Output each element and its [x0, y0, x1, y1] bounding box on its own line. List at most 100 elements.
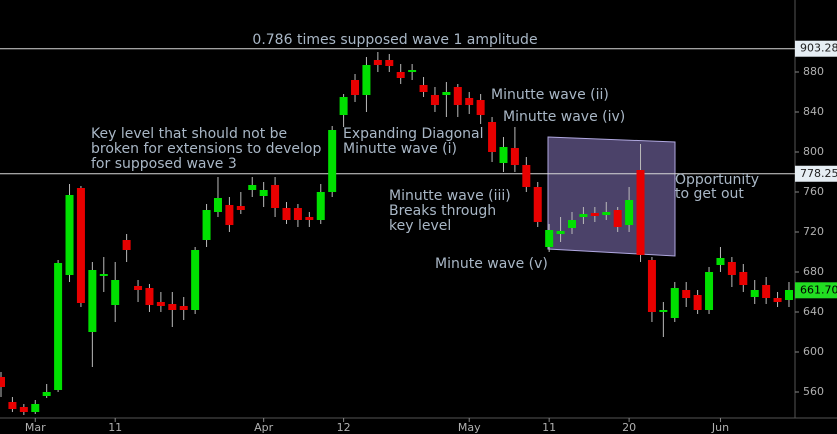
- candle-body: [305, 217, 314, 220]
- candle-body: [362, 65, 371, 95]
- candle-body: [636, 170, 645, 255]
- annotation: Minutte wave (ii): [491, 87, 609, 103]
- candle-body: [271, 185, 280, 208]
- candle-body: [476, 100, 485, 115]
- candle-body: [579, 214, 588, 217]
- candle-body: [556, 231, 565, 234]
- annotation: Expanding Diagonal: [343, 126, 484, 142]
- candle-body: [465, 98, 474, 105]
- annotation: Key level that should not be: [91, 126, 287, 142]
- candle-body: [134, 286, 143, 290]
- annotation: broken for extensions to develop: [91, 141, 321, 157]
- candle-body: [179, 306, 188, 310]
- candle-body: [705, 272, 714, 310]
- annotation: Minute wave (v): [435, 256, 548, 272]
- x-tick-label: 11: [108, 421, 122, 434]
- candle-body: [248, 185, 257, 190]
- candle-body: [99, 274, 108, 276]
- candle-body: [727, 262, 736, 275]
- x-tick-label: May: [458, 421, 481, 434]
- candle-body: [625, 200, 634, 225]
- candle-body: [19, 407, 28, 412]
- y-tick-label: 680: [803, 265, 824, 278]
- candle-body: [430, 95, 439, 105]
- candle-body: [453, 87, 462, 105]
- candle-body: [54, 263, 63, 390]
- y-tick-label: 600: [803, 345, 824, 358]
- x-tick-label: Mar: [25, 421, 46, 434]
- annotation: key level: [389, 218, 451, 234]
- annotation: Minutte wave (i): [343, 141, 457, 157]
- candle-body: [213, 198, 222, 212]
- candle-body: [488, 122, 497, 152]
- price-label-box: [795, 40, 837, 57]
- x-tick-label: 20: [622, 421, 636, 434]
- candle-body: [773, 298, 782, 302]
- candle-body: [8, 402, 17, 409]
- candle-body: [259, 190, 268, 196]
- candle-body: [545, 230, 554, 247]
- candle-body: [693, 295, 702, 310]
- price-label: 778.25: [800, 167, 837, 180]
- annotation: 0.786 times supposed wave 1 amplitude: [252, 32, 537, 48]
- candle-body: [202, 210, 211, 240]
- y-tick-label: 840: [803, 105, 824, 118]
- candle-body: [122, 240, 131, 250]
- x-tick-label: 11: [542, 421, 556, 434]
- candle-body: [328, 130, 337, 192]
- candle-body: [739, 272, 748, 285]
- candle-body: [647, 260, 656, 312]
- candle-body: [602, 212, 611, 215]
- y-tick-label: 800: [803, 145, 824, 158]
- candle-body: [750, 290, 759, 297]
- candle-body: [225, 205, 234, 225]
- candle-body: [408, 70, 417, 72]
- y-tick-label: 880: [803, 65, 824, 78]
- candle-body: [111, 280, 120, 305]
- candle-body: [282, 208, 291, 220]
- price-label: 903.28: [800, 42, 837, 55]
- candle-body: [316, 192, 325, 220]
- x-tick-label: Jun: [711, 421, 729, 434]
- candle-body: [670, 288, 679, 318]
- annotation: Minutte wave (iv): [503, 109, 625, 125]
- candle-body: [659, 310, 668, 312]
- candle-body: [168, 304, 177, 310]
- x-tick-label: 12: [337, 421, 351, 434]
- y-tick-label: 560: [803, 385, 824, 398]
- candle-body: [339, 97, 348, 115]
- last-price-label: 661.70: [800, 283, 837, 296]
- candle-body: [236, 206, 245, 210]
- price-label-box: [795, 165, 837, 182]
- candle-body: [499, 147, 508, 163]
- candle-body: [762, 285, 771, 298]
- candle-body: [351, 80, 360, 95]
- candle-body: [522, 165, 531, 187]
- annotation: Minutte wave (iii): [389, 188, 511, 204]
- annotation: Opportunity: [675, 172, 759, 188]
- candle-body: [0, 377, 5, 387]
- candle-body: [784, 290, 793, 300]
- y-tick-label: 640: [803, 305, 824, 318]
- last-price-box: [795, 282, 837, 299]
- x-tick-label: Apr: [254, 421, 274, 434]
- candle-body: [88, 270, 97, 332]
- candle-body: [373, 60, 382, 65]
- annotation: for supposed wave 3: [91, 156, 237, 172]
- candle-body: [191, 250, 200, 310]
- annotation: Breaks through: [389, 203, 496, 219]
- candle-body: [156, 302, 165, 306]
- y-tick-label: 720: [803, 225, 824, 238]
- channel-box: [547, 136, 676, 257]
- candle-body: [42, 392, 51, 396]
- candle-body: [396, 72, 405, 78]
- candle-body: [613, 210, 622, 227]
- annotation: to get out: [675, 186, 744, 202]
- candle-body: [145, 288, 154, 305]
- candle-body: [31, 404, 40, 412]
- candle-body: [510, 148, 519, 165]
- candle-body: [568, 220, 576, 228]
- y-tick-label: 760: [803, 185, 824, 198]
